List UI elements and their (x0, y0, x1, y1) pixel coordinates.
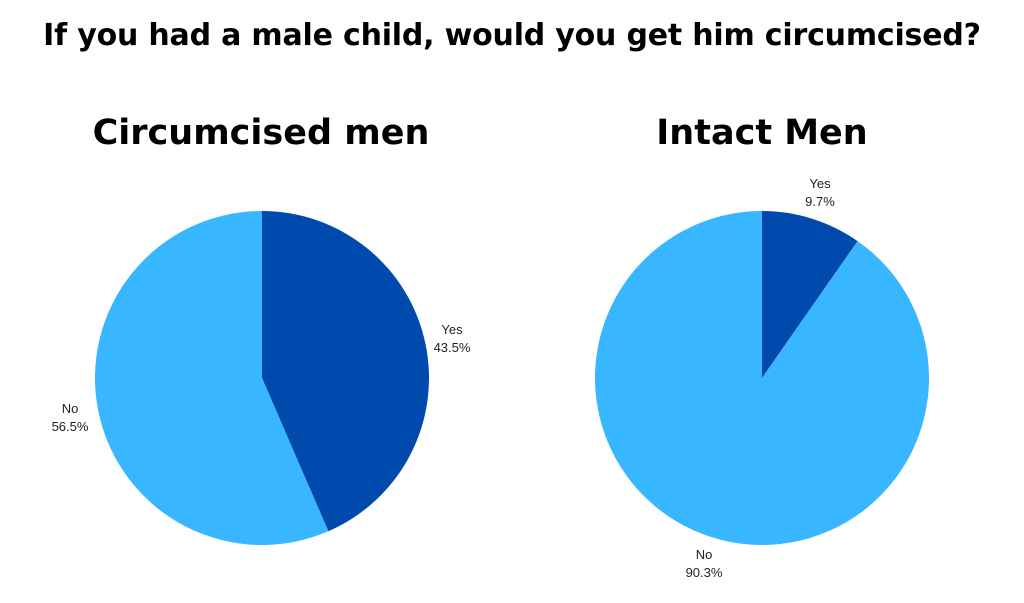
chart-title-intact: Intact Men (656, 113, 868, 153)
slice-value-no: 90.3% (686, 565, 723, 580)
pie-chart-intact: Yes 9.7% No 90.3% (595, 176, 930, 580)
pie-slice-no (595, 211, 930, 545)
pie-slice-yes (262, 211, 429, 532)
slice-value-no: 56.5% (52, 419, 89, 434)
slice-label-yes: Yes (809, 176, 831, 191)
slice-value-yes: 9.7% (805, 194, 835, 209)
pie-chart-circumcised: Yes 43.5% No 56.5% (52, 211, 471, 545)
slice-value-yes: 43.5% (434, 340, 471, 355)
slice-label-no: No (62, 401, 79, 416)
pie-slice-yes (762, 211, 858, 378)
pie-slice-no (94, 211, 329, 545)
slice-label-no: No (696, 547, 713, 562)
chart-title-circumcised: Circumcised men (92, 113, 430, 153)
slice-label-yes: Yes (441, 322, 463, 337)
page-title: If you had a male child, would you get h… (43, 18, 981, 53)
